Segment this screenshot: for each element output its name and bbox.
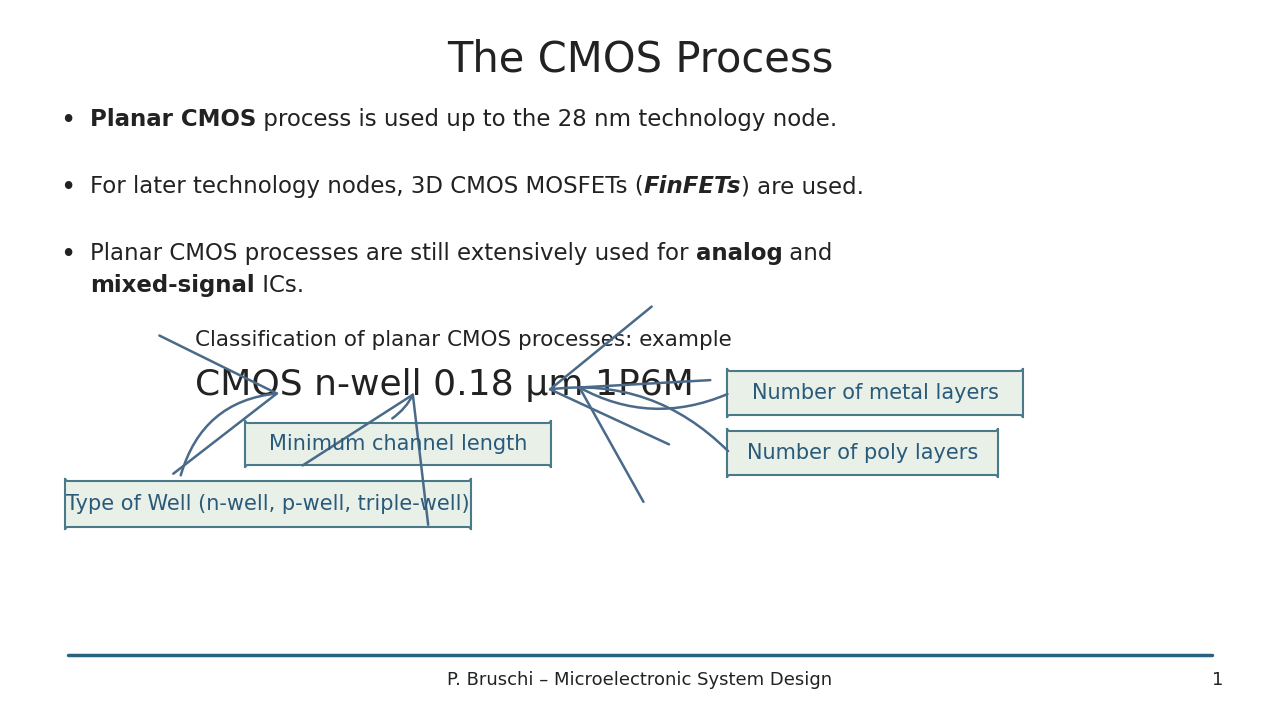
FancyBboxPatch shape	[727, 368, 1023, 418]
Text: ) are used.: ) are used.	[741, 175, 864, 198]
Text: •: •	[60, 108, 76, 134]
Text: mixed-signal: mixed-signal	[90, 274, 255, 297]
Text: Number of poly layers: Number of poly layers	[746, 443, 978, 463]
Text: Planar CMOS processes are still extensively used for: Planar CMOS processes are still extensiv…	[90, 242, 696, 265]
Text: Type of Well (n-well, p-well, triple-well): Type of Well (n-well, p-well, triple-wel…	[67, 494, 470, 514]
FancyBboxPatch shape	[727, 428, 998, 478]
Text: The CMOS Process: The CMOS Process	[447, 38, 833, 80]
Text: P. Bruschi – Microelectronic System Design: P. Bruschi – Microelectronic System Desi…	[448, 671, 832, 689]
Text: CMOS n-well 0.18 μm 1P6M: CMOS n-well 0.18 μm 1P6M	[195, 368, 694, 402]
FancyBboxPatch shape	[244, 420, 550, 468]
Text: •: •	[60, 242, 76, 268]
Text: analog: analog	[696, 242, 782, 265]
Text: Minimum channel length: Minimum channel length	[269, 434, 527, 454]
Text: Classification of planar CMOS processes: example: Classification of planar CMOS processes:…	[195, 330, 732, 350]
Text: FinFETs: FinFETs	[644, 175, 741, 198]
Text: Number of metal layers: Number of metal layers	[751, 383, 998, 403]
Text: process is used up to the 28 nm technology node.: process is used up to the 28 nm technolo…	[256, 108, 837, 131]
Text: 1: 1	[1212, 671, 1224, 689]
Text: and: and	[782, 242, 833, 265]
Text: For later technology nodes, 3D CMOS MOSFETs (: For later technology nodes, 3D CMOS MOSF…	[90, 175, 644, 198]
Text: Planar CMOS: Planar CMOS	[90, 108, 256, 131]
Text: •: •	[60, 175, 76, 201]
FancyBboxPatch shape	[65, 478, 471, 530]
Text: ICs.: ICs.	[255, 274, 303, 297]
